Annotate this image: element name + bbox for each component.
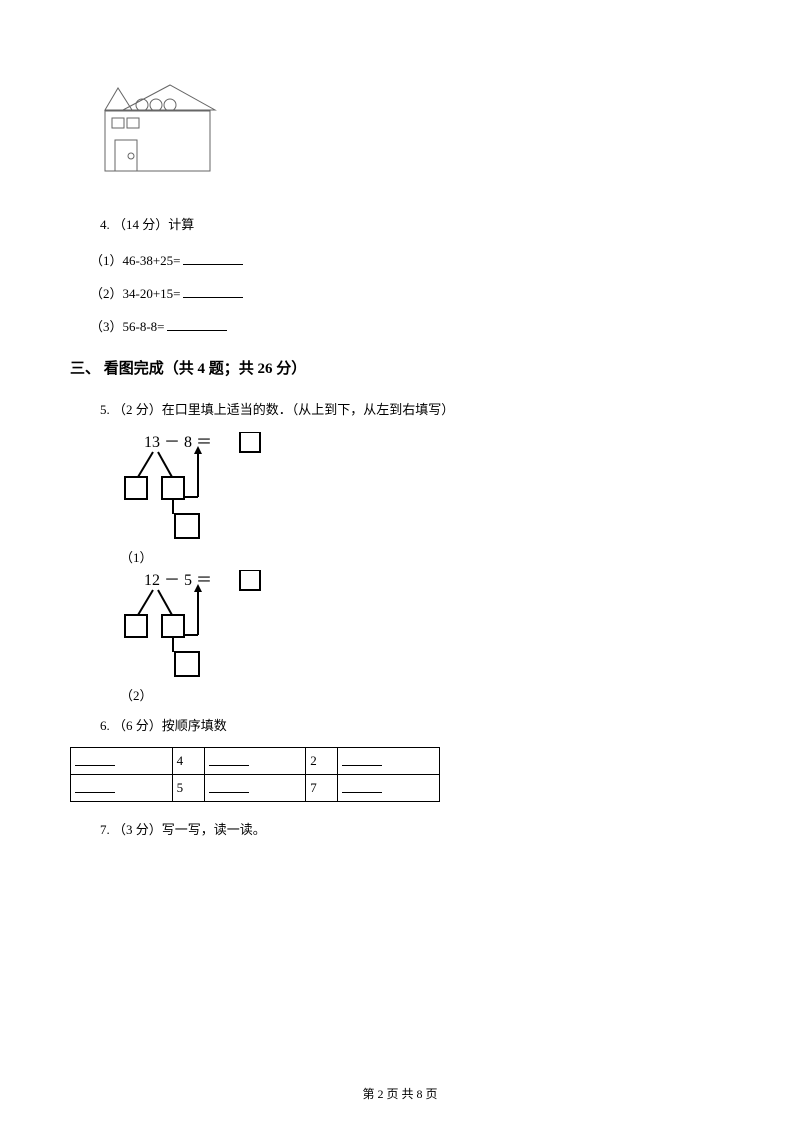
cell [71, 748, 173, 775]
page-content: 4. （14 分）计算 （1）46-38+25= （2）34-20+15= （3… [0, 0, 800, 1132]
cell: 7 [306, 775, 338, 802]
blank [342, 780, 382, 793]
house-figure [100, 80, 730, 185]
q4-item-1-text: （1）46-38+25= [90, 253, 181, 268]
q5-diagram-2: 12 － 5 ＝ （2） [120, 570, 730, 704]
split-diagram-2: 12 － 5 ＝ [120, 570, 290, 680]
blank [167, 317, 227, 331]
blank [183, 251, 243, 265]
q5-d1-sublabel: （1） [120, 547, 153, 566]
cell: 4 [172, 748, 204, 775]
page-footer: 第 2 页 共 8 页 [0, 1085, 800, 1102]
cell [204, 775, 306, 802]
table-row: 5 7 [71, 775, 440, 802]
house-svg [100, 80, 220, 180]
table-row: 4 2 [71, 748, 440, 775]
q4-item-2-text: （2）34-20+15= [90, 286, 181, 301]
blank [209, 780, 249, 793]
q6-table-wrap: 4 2 5 7 [70, 747, 730, 802]
expr-1: 13 － 8 ＝ [144, 434, 212, 451]
blank [209, 753, 249, 766]
q4-item-1: （1）46-38+25= [90, 250, 730, 269]
q4-item-2: （2）34-20+15= [90, 283, 730, 302]
cell [71, 775, 173, 802]
cell [338, 748, 440, 775]
cell [338, 775, 440, 802]
cell [204, 748, 306, 775]
q4-label: 4. （14 分）计算 [100, 213, 730, 236]
q5-label: 5. （2 分）在口里填上适当的数．（从上到下，从左到右填写） [100, 398, 730, 421]
q6-label: 6. （6 分）按顺序填数 [100, 714, 730, 737]
split-diagram-1: 13 － 8 ＝ [120, 432, 290, 542]
expr-2: 12 － 5 ＝ [144, 572, 212, 589]
q6-table: 4 2 5 7 [70, 747, 440, 802]
cell: 2 [306, 748, 338, 775]
blank [183, 284, 243, 298]
q4-item-3: （3）56-8-8= [90, 316, 730, 335]
q5-d2-sublabel: （2） [120, 685, 153, 704]
blank [75, 780, 115, 793]
blank [75, 753, 115, 766]
section-3-heading: 三、 看图完成（共 4 题；共 26 分） [70, 357, 730, 378]
cell: 5 [172, 775, 204, 802]
blank [342, 753, 382, 766]
q5-diagram-1: 13 － 8 ＝ （1） [120, 432, 730, 566]
q7-label: 7. （3 分）写一写，读一读。 [100, 818, 730, 841]
q4-item-3-text: （3）56-8-8= [90, 319, 165, 334]
